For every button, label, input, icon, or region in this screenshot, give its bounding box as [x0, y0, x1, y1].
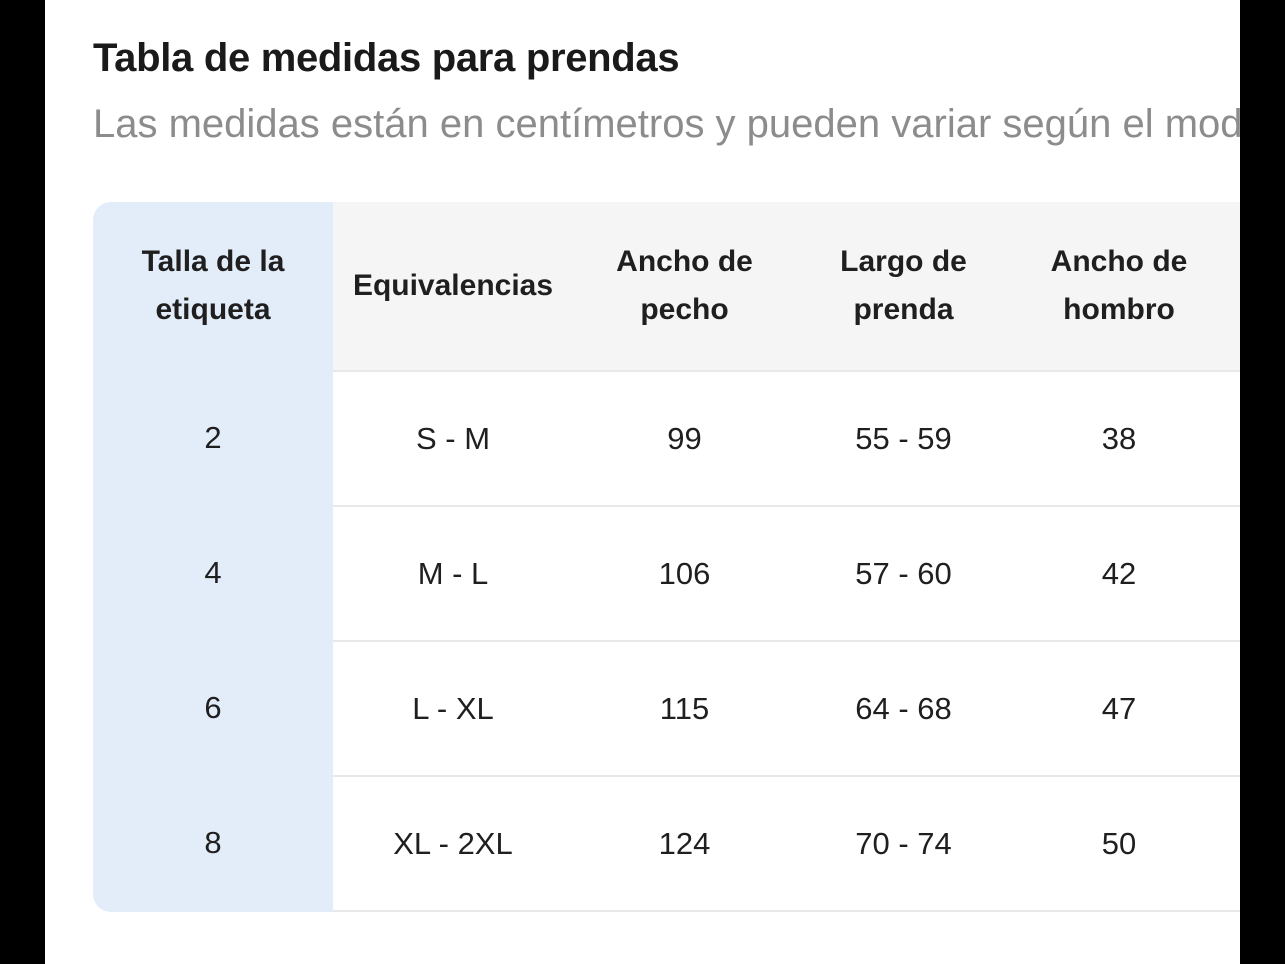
table-cell: 47: [1101, 690, 1137, 726]
row-filler-cell: [1227, 507, 1240, 640]
table-cell: 99: [667, 420, 702, 456]
table-cell: 38: [1101, 420, 1137, 456]
table-cell-label-size: 2: [204, 419, 222, 455]
table-cell: L - XL: [412, 690, 494, 726]
size-chart-title: Tabla de medidas para prendas: [93, 36, 680, 80]
table-cell: 115: [659, 690, 710, 726]
table-row: L - XL 115 64 - 68 47: [333, 640, 1240, 775]
table-cell-label-size: 4: [204, 554, 222, 590]
table-cell: M - L: [417, 555, 489, 591]
table-cell-label-size: 8: [204, 824, 222, 860]
col-header-talla-de-la-etiqueta: Talla de la etiqueta: [141, 245, 285, 326]
header-filler-cell: [1227, 202, 1240, 370]
row-filler-cell: [1227, 372, 1240, 505]
size-chart-table: Talla de la etiqueta 2 4 6 8 Equivalenci…: [93, 202, 1240, 912]
row-filler-cell: [1227, 642, 1240, 775]
table-cell: XL - 2XL: [393, 825, 513, 861]
table-cell: 50: [1101, 825, 1137, 861]
table-cell: 55 - 59: [855, 420, 952, 456]
table-scroll-area[interactable]: Talla de la etiqueta 2 4 6 8 Equivalenci…: [93, 202, 1240, 912]
label-size-column: Talla de la etiqueta 2 4 6 8: [93, 202, 333, 912]
table-row: XL - 2XL 124 70 - 74 50: [333, 775, 1240, 912]
col-header-equivalencias: Equivalencias: [352, 269, 554, 302]
table-body-columns: Equivalencias Ancho de pecho Largo de pr…: [333, 202, 1240, 912]
table-cell: 57 - 60: [855, 555, 952, 591]
col-header-ancho-de-pecho: Ancho de pecho: [616, 245, 753, 326]
size-chart-modal: Tabla de medidas para prendas Las medida…: [45, 0, 1240, 964]
table-header-row: Equivalencias Ancho de pecho Largo de pr…: [333, 202, 1240, 370]
table-cell: 106: [658, 555, 711, 591]
table-row: S - M 99 55 - 59 38: [333, 370, 1240, 505]
table-cell: 124: [658, 825, 711, 861]
size-chart-subtitle: Las medidas están en centímetros y puede…: [93, 102, 1240, 146]
col-header-ancho-de-hombro: Ancho de hombro: [1050, 245, 1188, 326]
table-cell: 42: [1101, 555, 1137, 591]
table-cell-label-size: 6: [204, 689, 222, 725]
col-header-largo-de-prenda: Largo de prenda: [840, 245, 967, 326]
table-cell: S - M: [415, 420, 491, 456]
table-cell: 70 - 74: [855, 825, 952, 861]
table-cell: 64 - 68: [855, 690, 952, 726]
table-row: M - L 106 57 - 60 42: [333, 505, 1240, 640]
row-filler-cell: [1227, 777, 1240, 910]
